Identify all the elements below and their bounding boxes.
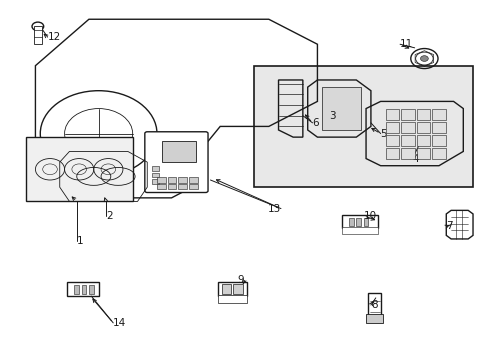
Bar [254, 66, 472, 187]
Text: 5: 5 [380, 129, 386, 139]
Text: 1: 1 [77, 236, 83, 246]
Text: 10: 10 [363, 211, 376, 221]
Bar [26, 137, 132, 202]
Bar [217, 282, 246, 296]
FancyBboxPatch shape [144, 132, 207, 193]
Bar [366, 314, 382, 323]
Bar [189, 177, 198, 183]
Circle shape [420, 56, 427, 62]
Bar [368, 293, 380, 316]
Bar [363, 217, 368, 226]
Bar [152, 166, 159, 171]
Bar [81, 285, 86, 294]
Text: 7: 7 [446, 221, 452, 231]
Bar [233, 284, 243, 294]
Bar [348, 217, 353, 226]
Bar [385, 135, 398, 146]
Bar [157, 184, 165, 189]
Bar [431, 135, 445, 146]
Text: 9: 9 [237, 275, 244, 285]
Bar [74, 285, 79, 294]
Bar [217, 296, 246, 303]
Bar [162, 141, 196, 162]
Bar [400, 148, 414, 158]
Bar [416, 148, 429, 158]
Bar [221, 284, 231, 294]
Bar [385, 109, 398, 120]
Bar [400, 135, 414, 146]
Bar [431, 109, 445, 120]
Bar [341, 227, 377, 234]
Bar [356, 217, 361, 226]
Bar [189, 184, 198, 189]
Bar [167, 177, 176, 183]
Bar [178, 184, 187, 189]
Bar [322, 87, 361, 130]
Bar [152, 179, 159, 184]
Bar [34, 26, 41, 44]
Text: 13: 13 [267, 203, 281, 213]
Text: 3: 3 [329, 111, 336, 121]
Bar [89, 285, 94, 294]
Bar [400, 122, 414, 133]
Bar [385, 148, 398, 158]
Text: 4: 4 [411, 154, 418, 163]
Bar [416, 122, 429, 133]
Bar [178, 177, 187, 183]
Bar [167, 184, 176, 189]
Text: 14: 14 [113, 318, 126, 328]
Bar [152, 173, 159, 177]
Bar [400, 109, 414, 120]
Bar [157, 177, 165, 183]
Bar [416, 135, 429, 146]
Text: 2: 2 [106, 211, 112, 221]
Text: 12: 12 [47, 32, 61, 42]
Bar [67, 282, 99, 296]
Bar [431, 122, 445, 133]
Bar [416, 109, 429, 120]
Bar [431, 148, 445, 158]
Bar [341, 215, 377, 228]
Bar [385, 122, 398, 133]
Text: 8: 8 [370, 300, 377, 310]
Text: 11: 11 [399, 39, 412, 49]
Text: 6: 6 [312, 118, 319, 128]
